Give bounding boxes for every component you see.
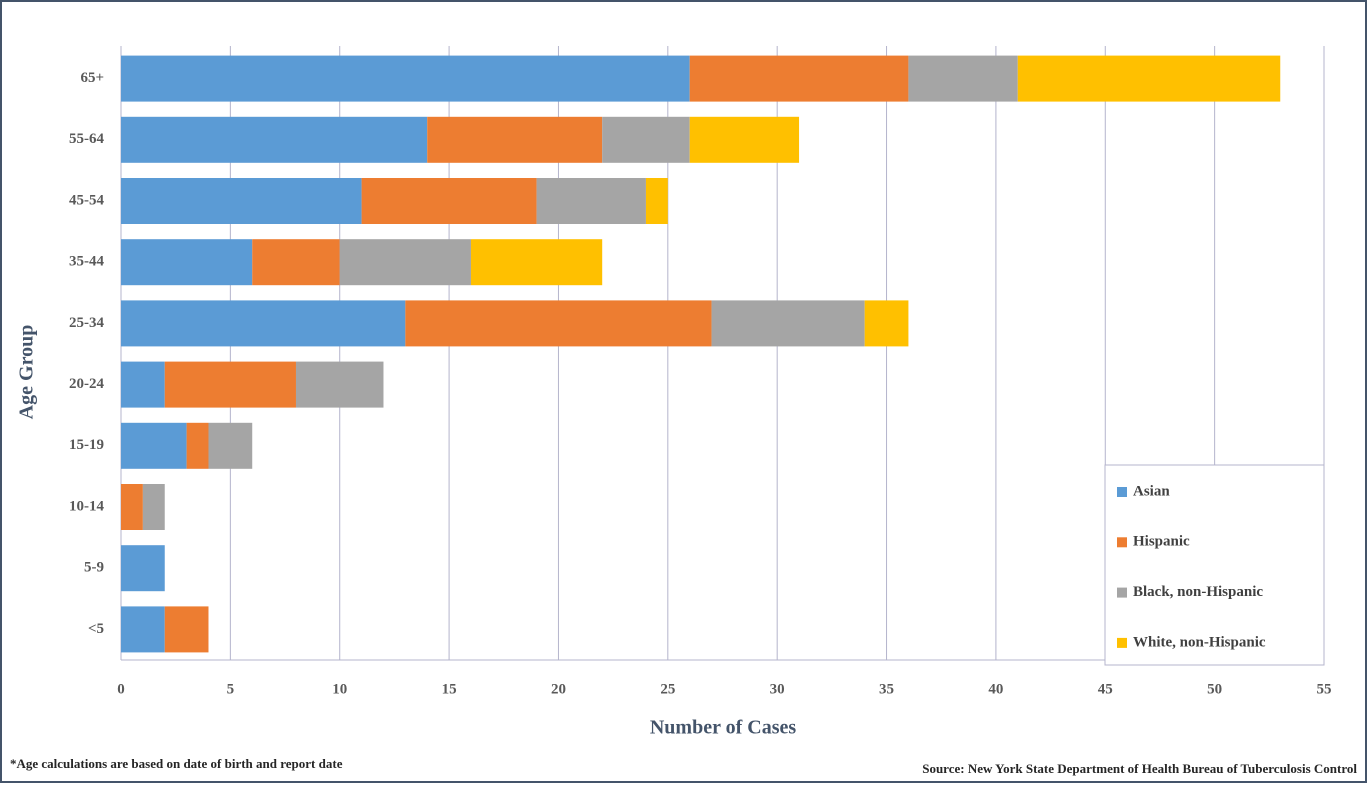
x-tick-label: 5	[227, 681, 235, 697]
source: Source: New York State Department of Hea…	[922, 761, 1357, 776]
bar-segment	[711, 300, 865, 347]
legend-label: Asian	[1133, 483, 1170, 499]
y-axis-title: Age Group	[16, 325, 38, 420]
bar-segment	[470, 239, 603, 286]
legend-swatch	[1117, 537, 1127, 548]
bar-segment	[121, 300, 406, 347]
legend-swatch	[1117, 587, 1127, 598]
x-tick-label: 10	[332, 681, 347, 697]
legend-swatch	[1117, 637, 1127, 648]
bar-segment	[208, 422, 253, 469]
y-tick-label: <5	[88, 621, 104, 637]
x-tick-label: 45	[1098, 681, 1113, 697]
bar-segment	[186, 422, 209, 469]
y-tick-label: 65+	[80, 70, 104, 86]
bar-segment	[295, 361, 384, 408]
y-tick-label: 10-14	[69, 498, 104, 514]
bar-segment	[864, 300, 909, 347]
bar-segment	[142, 484, 165, 530]
y-tick-label: 15-19	[69, 437, 104, 453]
x-tick-label: 50	[1207, 681, 1222, 697]
bar-segment	[689, 116, 800, 163]
x-tick-label: 40	[988, 681, 1003, 697]
bar-segment	[427, 116, 603, 163]
x-tick-label: 15	[442, 681, 457, 697]
legend-label: Black, non-Hispanic	[1133, 584, 1263, 600]
bar-segment	[121, 55, 690, 102]
y-tick-label: 5-9	[84, 560, 104, 576]
y-tick-label: 20-24	[69, 376, 104, 392]
x-tick-label: 25	[660, 681, 675, 697]
bar-segment	[121, 545, 165, 592]
y-tick-label: 55-64	[69, 131, 104, 147]
bar-segment	[339, 239, 471, 286]
legend-label: White, non-Hispanic	[1133, 634, 1266, 650]
bar-segment	[405, 300, 712, 347]
bar-segment	[121, 422, 187, 469]
footnote: *Age calculations are based on date of b…	[10, 756, 343, 771]
x-tick-label: 30	[770, 681, 785, 697]
y-tick-label: 35-44	[69, 254, 104, 270]
x-axis-title: Number of Cases	[650, 717, 797, 739]
bar-segment	[645, 178, 668, 224]
bar-segment	[121, 239, 253, 286]
y-tick-label: 25-34	[69, 315, 104, 331]
bar-segment	[121, 606, 165, 653]
bar-segment	[361, 178, 537, 224]
bar-segment	[908, 55, 1018, 102]
bar-segment	[602, 116, 690, 163]
bar-segment	[536, 178, 646, 224]
bar-segment	[164, 361, 296, 408]
bar-segment	[121, 361, 165, 408]
bar-segment	[121, 116, 428, 163]
bar-segment	[1017, 55, 1281, 102]
bar-segment	[121, 178, 362, 224]
legend-swatch	[1117, 487, 1127, 497]
bar-segment	[164, 606, 209, 653]
bars	[121, 55, 1281, 653]
bar-segment	[689, 55, 909, 102]
x-tick-label: 0	[117, 681, 125, 697]
axes: 0 5 10 15 20 25 30 35 40 45 50 55 65+ 55-64 45-54 35-44…	[69, 70, 1332, 697]
x-tick-label: 35	[879, 681, 894, 697]
y-tick-label: 45-54	[69, 192, 104, 208]
legend-box	[1104, 464, 1325, 666]
legend-label: Hispanic	[1133, 534, 1190, 550]
x-tick-label: 55	[1317, 681, 1332, 697]
x-tick-label: 20	[551, 681, 566, 697]
bar-segment	[121, 484, 143, 530]
bar-segment	[252, 239, 340, 286]
legend: Asian Hispanic Black, non-Hispanic White, n…	[1104, 464, 1325, 666]
